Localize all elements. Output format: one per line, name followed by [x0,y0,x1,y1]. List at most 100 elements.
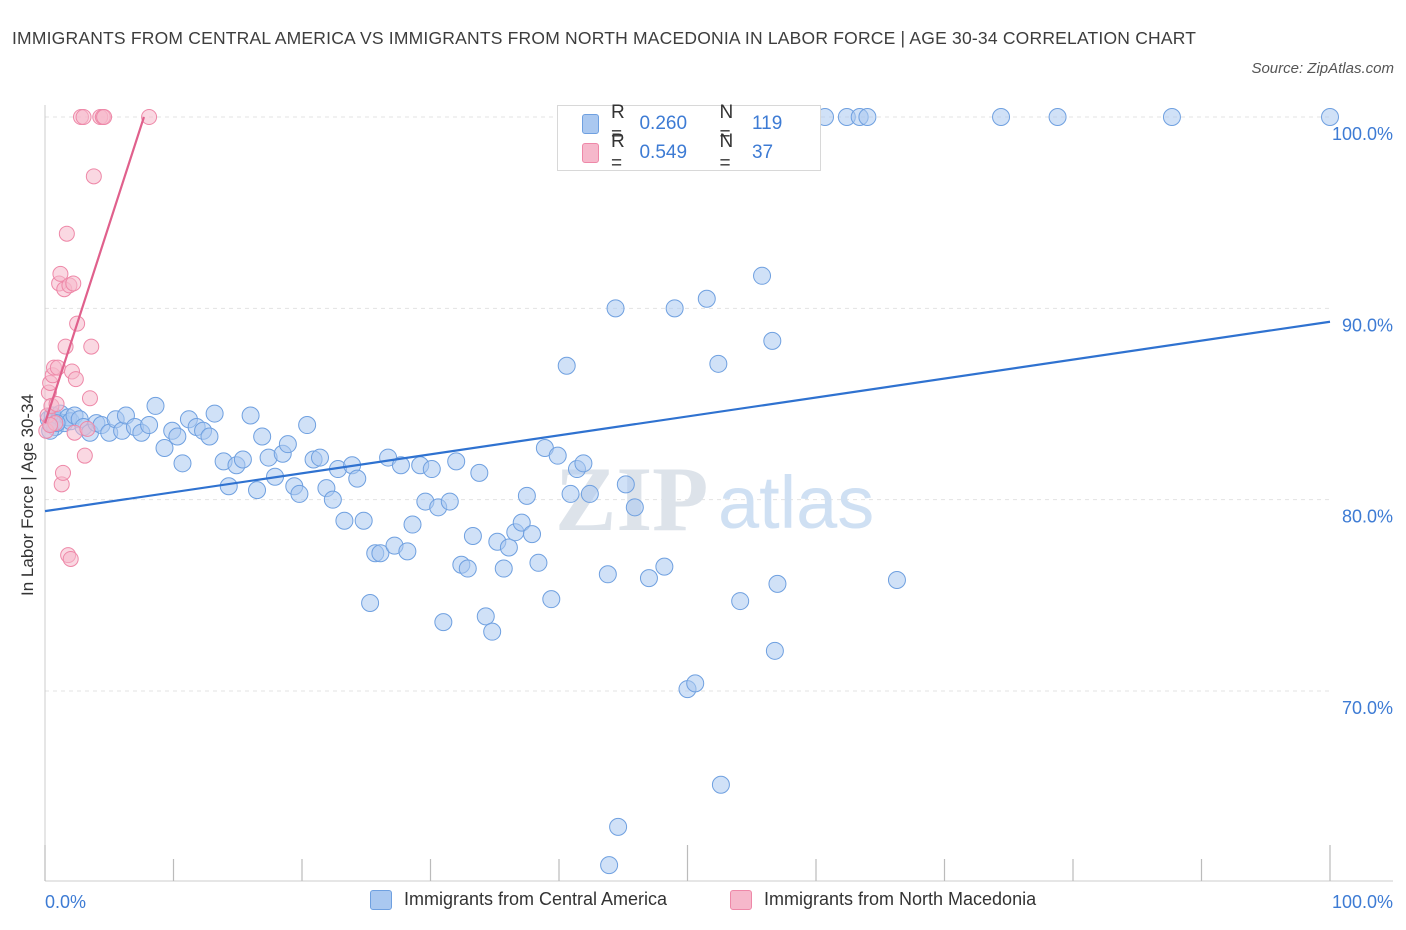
point-central-america [1321,108,1339,126]
point-north-macedonia [79,420,96,437]
point-central-america [665,299,684,318]
legend-swatch-pink [582,143,599,163]
watermark: ZIP atlas [555,448,874,550]
bottom-legend-swatch-pink [730,889,752,910]
legend-r-value: 0.549 [639,142,688,163]
point-central-america [686,674,705,693]
y-tick-label: 90.0% [1342,315,1393,335]
point-central-america [639,569,658,588]
point-central-america [155,439,174,458]
legend-n-label: N = [719,131,734,174]
point-central-america [310,448,329,467]
point-north-macedonia [141,109,158,125]
point-central-america [422,460,441,479]
point-central-america [517,486,536,505]
point-central-america [361,593,380,612]
point-central-america [434,613,453,632]
axes [44,105,1393,882]
point-north-macedonia [81,390,98,407]
point-central-america [140,416,159,435]
legend-row-central-america: R = 0.260 N = 119 [582,102,820,145]
watermark-atlas: atlas [718,461,874,544]
point-north-macedonia [96,109,113,125]
point-central-america [887,571,906,590]
point-central-america [1162,108,1181,126]
point-north-macedonia [58,225,75,242]
point-central-america [447,452,466,471]
legend-n-value: 119 [751,113,783,134]
point-central-america [494,559,513,578]
point-central-america [609,817,628,836]
point-central-america [253,427,272,446]
point-central-america [753,266,772,285]
point-central-america [625,498,644,517]
legend-n-label: N = [719,102,734,145]
point-central-america [241,406,260,425]
point-central-america [219,477,238,496]
point-north-macedonia [83,338,100,355]
bottom-legend-swatch-blue [370,889,392,910]
point-north-macedonia [54,464,71,481]
grid-lines [45,116,1330,692]
point-central-america [763,331,782,350]
point-central-america [348,469,367,488]
point-central-america [1048,108,1067,126]
point-central-america [548,446,567,465]
point-central-america [233,450,252,469]
point-central-america [298,416,317,435]
bottom-legend-label: Immigrants from North Macedonia [764,889,1037,909]
point-central-america [711,775,730,794]
point-north-macedonia [52,265,69,282]
point-central-america [278,435,297,454]
legend-r-label: R = [610,102,625,145]
chart-title: IMMIGRANTS FROM CENTRAL AMERICA VS IMMIG… [12,28,1197,48]
trend-line-north-macedonia [43,116,145,424]
point-central-america [398,542,417,561]
point-central-america [476,607,495,626]
point-central-america [403,515,422,534]
point-north-macedonia [67,371,84,388]
point-central-america [371,544,390,563]
point-central-america [463,527,482,546]
legend-row-north-macedonia: R = 0.549 N = 37 [582,131,820,174]
point-central-america [616,475,635,494]
point-central-america [146,396,165,415]
x-tick-label: 100.0% [1332,892,1393,912]
legend-r-label: R = [610,131,625,174]
point-central-america [765,641,784,660]
point-north-macedonia [62,550,79,567]
correlation-legend: R = 0.260 N = 119 R = 0.549 N = 37 [557,102,821,174]
point-central-america [529,553,548,572]
trend-line-central-america [44,320,1331,513]
data-points [38,108,1339,875]
point-north-macedonia [65,275,82,292]
point-central-america [205,404,224,423]
point-central-america [709,354,728,373]
point-central-america [335,511,354,530]
point-central-america [598,565,617,584]
point-central-america [290,484,309,503]
trend-lines [43,116,1331,513]
point-central-america [557,356,576,375]
point-central-america [173,454,192,473]
bottom-legend-label: Immigrants from Central America [404,889,668,909]
point-central-america [248,481,267,500]
y-tick-label: 70.0% [1342,698,1393,718]
point-central-america [606,299,625,318]
point-central-america [200,427,219,446]
point-central-america [499,538,518,557]
point-central-america [655,557,674,576]
point-north-macedonia [75,109,92,125]
point-central-america [470,463,489,482]
point-central-america [542,590,561,609]
y-tick-label: 100.0% [1332,124,1393,144]
x-tick-label: 0.0% [45,892,86,912]
point-central-america [523,525,542,544]
point-central-america [323,490,342,509]
y-axis-label: In Labor Force | Age 30-34 [18,394,37,596]
point-central-america [168,427,187,446]
point-central-america [697,289,716,308]
bottom-legend-central-america: Immigrants from Central America [370,889,667,910]
point-north-macedonia [85,168,102,185]
source-label: Source: ZipAtlas.com [1251,60,1394,77]
